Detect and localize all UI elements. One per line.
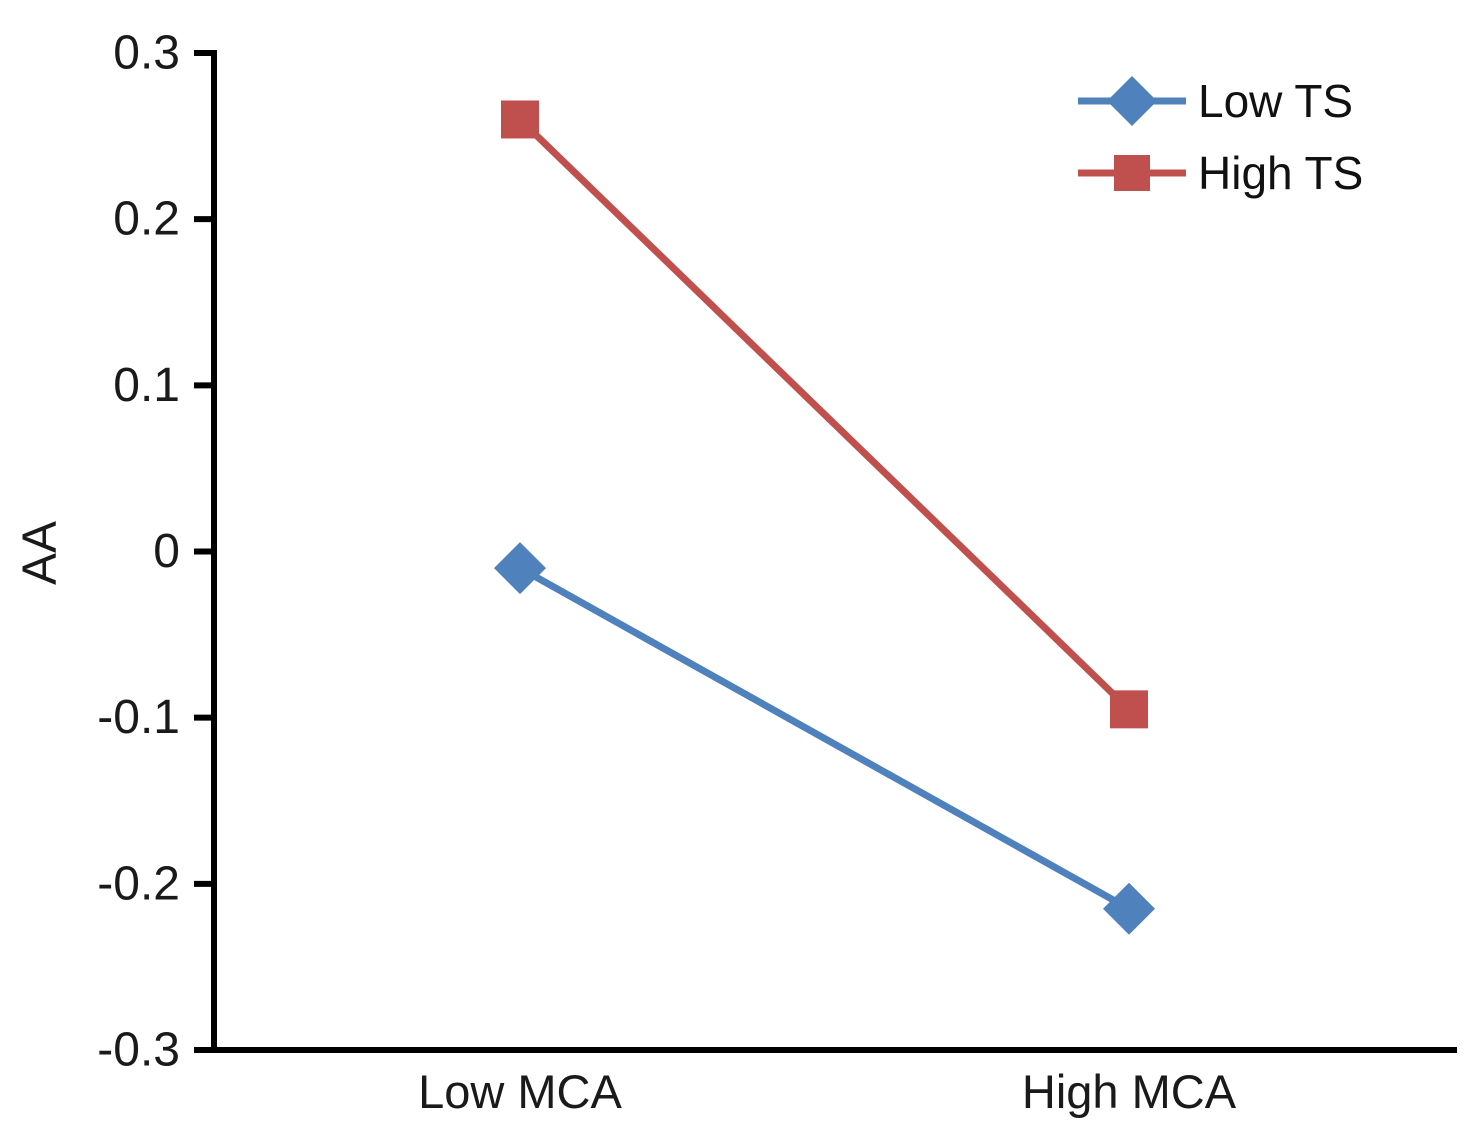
y-tick-label: -0.3: [97, 1024, 180, 1077]
legend-label-high-ts: High TS: [1198, 147, 1364, 199]
y-tick-label: -0.1: [97, 691, 180, 744]
marker-low-ts-1: [1103, 882, 1155, 935]
y-tick-label: 0.1: [113, 359, 180, 412]
series-markers: [494, 100, 1155, 935]
legend-item-high-ts: High TS: [1076, 147, 1363, 199]
high-ts-line-square-icon: [1078, 155, 1186, 191]
y-axis-ticks: [194, 50, 214, 1053]
legend: Low TS High TS: [1076, 75, 1363, 199]
y-tick-label: 0: [153, 525, 180, 578]
series-line-high-ts: [517, 116, 1132, 712]
x-axis-label-low-mca: Low MCA: [418, 1065, 622, 1118]
y-axis-tick-labels: 0.3 0.2 0.1 0 -0.1 -0.2 -0.3: [97, 27, 180, 1077]
marker-high-ts-0: [501, 100, 539, 139]
marker-low-ts-0: [494, 542, 546, 595]
y-tick-label: 0.3: [113, 27, 180, 80]
y-tick-label: -0.2: [97, 857, 180, 910]
y-tick-label: 0.2: [113, 193, 180, 246]
low-ts-line-diamond-icon: [1078, 76, 1186, 126]
series-line-low-ts: [518, 565, 1131, 912]
legend-item-low-ts: Low TS: [1076, 75, 1363, 127]
marker-high-ts-1: [1110, 690, 1148, 729]
legend-label-low-ts: Low TS: [1198, 75, 1354, 127]
series-lines: [517, 116, 1132, 912]
y-axis-title: AA: [14, 521, 67, 585]
x-axis-label-high-mca: High MCA: [1022, 1065, 1237, 1118]
x-axis-labels: Low MCA High MCA: [418, 1065, 1237, 1118]
